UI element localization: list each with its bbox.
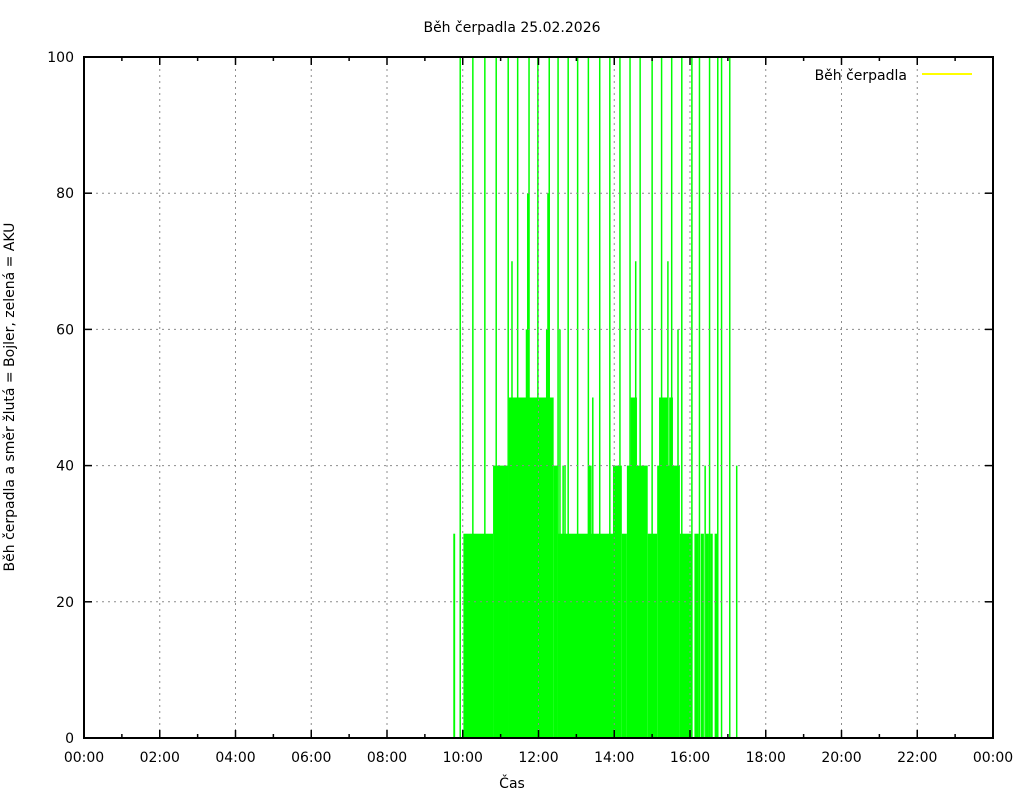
x-tick-label: 00:00 — [973, 750, 1013, 766]
series-segment — [553, 465, 558, 738]
series-segment — [557, 533, 613, 738]
series-segment — [659, 397, 668, 738]
legend-label: Běh čerpadla — [815, 68, 907, 84]
x-tick-label: 22:00 — [897, 750, 937, 766]
y-tick-label: 20 — [56, 595, 74, 611]
series-segment — [714, 533, 718, 738]
series-segment — [679, 533, 692, 738]
x-tick-label: 08:00 — [367, 750, 407, 766]
series-segment — [463, 533, 494, 738]
x-axis-label: Čas — [499, 776, 525, 792]
series-segment — [453, 533, 456, 738]
x-tick-label: 10:00 — [443, 750, 483, 766]
series-segment — [621, 533, 627, 738]
series-segment — [493, 465, 509, 738]
x-tick-label: 12:00 — [518, 750, 558, 766]
x-tick-label: 18:00 — [746, 750, 786, 766]
x-tick-label: 20:00 — [821, 750, 861, 766]
series-segment — [700, 533, 704, 738]
y-tick-label: 100 — [47, 50, 74, 66]
y-tick-label: 40 — [56, 459, 74, 475]
chart-title: Běh čerpadla 25.02.2026 — [423, 20, 601, 36]
x-tick-label: 02:00 — [140, 750, 180, 766]
series-segment — [694, 533, 699, 738]
y-tick-label: 0 — [65, 731, 74, 747]
series-segment — [710, 533, 713, 738]
y-tick-label: 80 — [56, 186, 74, 202]
x-tick-label: 06:00 — [291, 750, 331, 766]
series-segment — [612, 465, 622, 738]
x-tick-label: 04:00 — [215, 750, 255, 766]
series-segment — [705, 533, 709, 738]
x-tick-label: 00:00 — [64, 750, 104, 766]
x-tick-label: 14:00 — [594, 750, 634, 766]
y-tick-label: 60 — [56, 322, 74, 338]
x-tick-label: 16:00 — [670, 750, 710, 766]
